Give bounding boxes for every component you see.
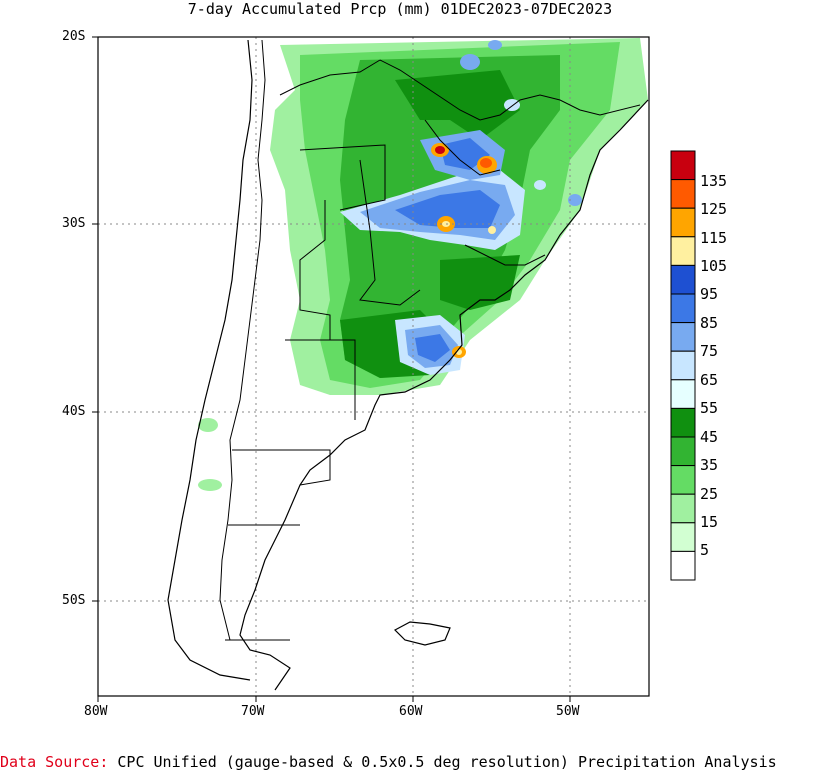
colorbar-label: 135 <box>700 172 728 190</box>
colorbar-label: 105 <box>700 257 728 275</box>
lat-label-50s: 50S <box>62 593 86 608</box>
precip-field <box>198 38 648 491</box>
colorbar-label: 55 <box>700 399 719 417</box>
colorbar-swatch <box>670 522 696 552</box>
grid-lines <box>98 37 649 696</box>
colorbar-swatch <box>670 264 696 295</box>
data-source-label: Data Source: <box>0 753 109 771</box>
colorbar-label: 25 <box>700 485 719 503</box>
colorbar-label: 15 <box>700 513 719 531</box>
lon-label-50w: 50W <box>556 704 580 719</box>
data-source: Data Source: CPC Unified (gauge-based & … <box>0 753 777 771</box>
colorbar-label: 75 <box>700 342 719 360</box>
lat-label-40s: 40S <box>62 404 86 419</box>
colorbar-swatch <box>670 293 696 324</box>
lon-label-70w: 70W <box>241 704 265 719</box>
lat-label-20s: 20S <box>62 29 86 44</box>
tick-marks <box>92 36 571 702</box>
data-source-text: CPC Unified (gauge-based & 0.5x0.5 deg r… <box>117 753 777 771</box>
colorbar-label: 85 <box>700 314 719 332</box>
colorbar-label: 5 <box>700 541 710 559</box>
colorbar-swatch <box>670 493 696 524</box>
colorbar-label: 65 <box>700 371 719 389</box>
colorbar-swatch <box>670 550 696 581</box>
colorbar-swatch <box>670 150 696 181</box>
colorbar-swatch <box>670 465 696 495</box>
lat-label-30s: 30S <box>62 216 86 231</box>
colorbar-label: 115 <box>700 229 728 247</box>
colorbar-swatch <box>670 236 696 266</box>
colorbar <box>670 150 696 581</box>
colorbar-label: 95 <box>700 285 719 303</box>
lon-label-60w: 60W <box>399 704 423 719</box>
coastlines <box>167 39 649 691</box>
colorbar-label: 35 <box>700 456 719 474</box>
colorbar-swatch <box>670 407 696 438</box>
colorbar-label: 125 <box>700 200 728 218</box>
lon-label-80w: 80W <box>84 704 108 719</box>
colorbar-label: 45 <box>700 428 719 446</box>
colorbar-swatch <box>670 179 696 209</box>
colorbar-swatch <box>670 207 696 238</box>
colorbar-swatch <box>670 379 696 409</box>
colorbar-swatch <box>670 322 696 352</box>
colorbar-swatch <box>670 436 696 467</box>
chart-title: 7-day Accumulated Prcp (mm) 01DEC2023-07… <box>187 0 613 18</box>
colorbar-swatch <box>670 350 696 381</box>
plot-frame <box>97 36 650 697</box>
borders <box>219 39 641 641</box>
